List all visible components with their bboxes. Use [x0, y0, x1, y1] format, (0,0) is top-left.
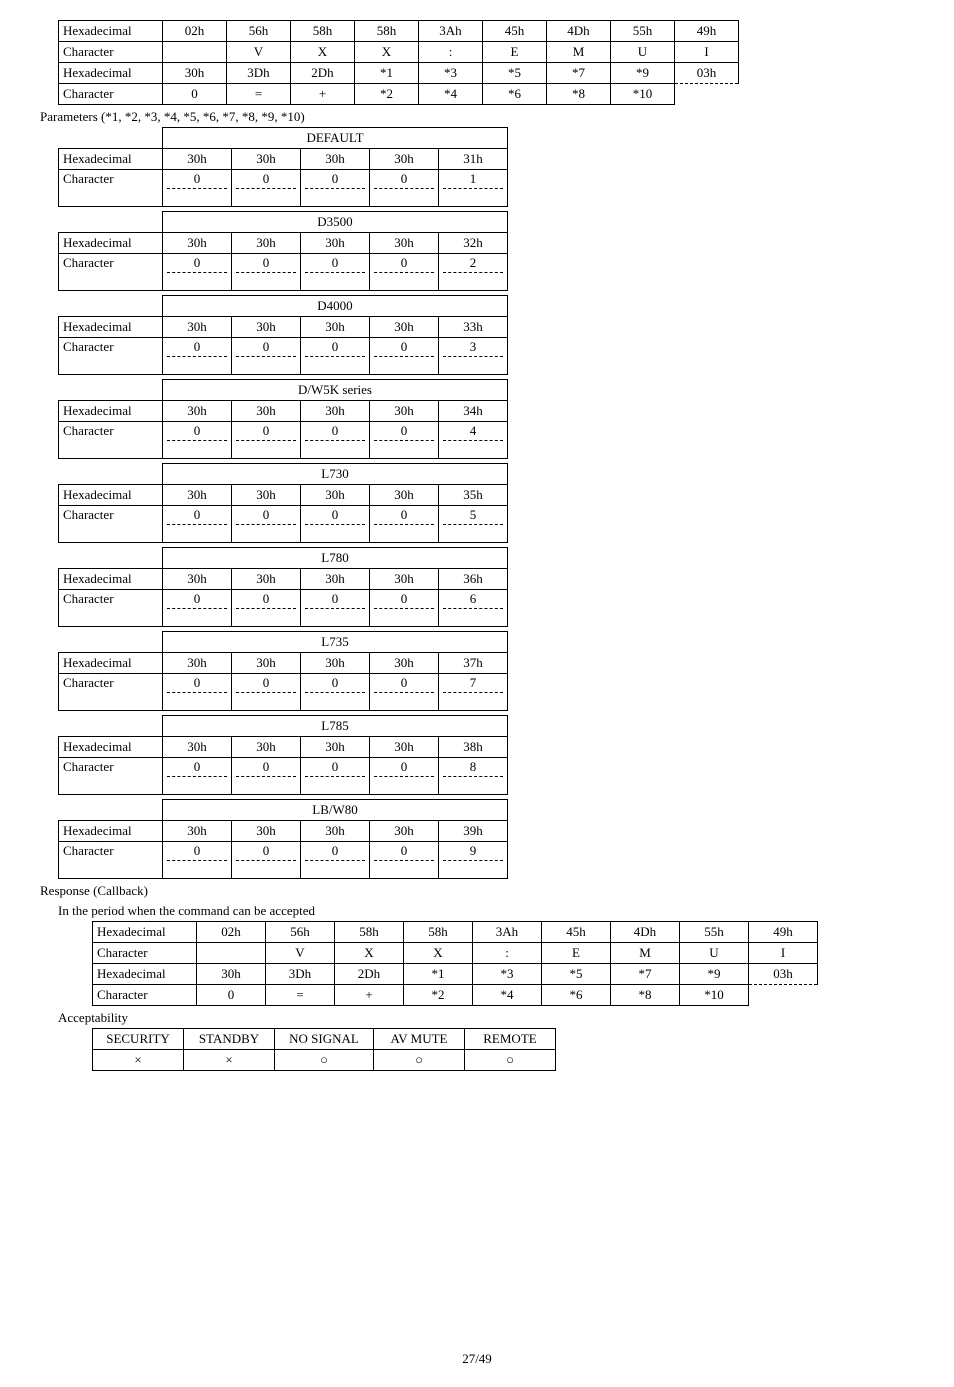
row-label: Hexadecimal — [59, 233, 163, 254]
row-label: Hexadecimal — [59, 149, 163, 170]
table-row: Hexadecimal30h30h30h30h37h — [59, 653, 508, 674]
row-label: Hexadecimal — [59, 569, 163, 590]
parameters-line: Parameters (*1, *2, *3, *4, *5, *6, *7, … — [40, 109, 914, 125]
response-heading: Response (Callback) — [40, 883, 914, 899]
row-label: Hexadecimal — [59, 821, 163, 842]
section-title: L730 — [163, 464, 508, 485]
row-label: Hexadecimal — [59, 21, 163, 42]
row-label: Hexadecimal — [59, 653, 163, 674]
acceptability-table: SECURITY STANDBY NO SIGNAL AV MUTE REMOT… — [92, 1028, 556, 1071]
table-row: Hexadecimal30h30h30h30h36h — [59, 569, 508, 590]
table-row: Character00007 — [59, 674, 508, 711]
table-row: SECURITY STANDBY NO SIGNAL AV MUTE REMOT… — [93, 1029, 556, 1050]
table-row: Character00009 — [59, 842, 508, 879]
page-number: 27/49 — [40, 1351, 914, 1367]
row-label: Character — [59, 758, 163, 795]
section-title: LB/W80 — [163, 800, 508, 821]
table-row: L730 — [59, 464, 508, 485]
table-row: Hexadecimal30h30h30h30h31h — [59, 149, 508, 170]
table-row: Hexadecimal 02h 56h 58h 58h 3Ah 45h 4Dh … — [59, 21, 739, 42]
row-label: Hexadecimal — [59, 401, 163, 422]
table-row: Hexadecimal30h30h30h30h32h — [59, 233, 508, 254]
section-table: L730Hexadecimal30h30h30h30h35hCharacter0… — [58, 463, 508, 543]
table-row: Hexadecimal 02h 56h 58h 58h 3Ah 45h 4Dh … — [93, 922, 818, 943]
table-row: D/W5K series — [59, 380, 508, 401]
table-row: Hexadecimal30h30h30h30h39h — [59, 821, 508, 842]
table-row: Character V X X : E M U I — [59, 42, 739, 63]
section-title: D4000 — [163, 296, 508, 317]
table-row: Character00006 — [59, 590, 508, 627]
row-label: Character — [59, 506, 163, 543]
section-title: DEFAULT — [163, 128, 508, 149]
row-label: Character — [59, 590, 163, 627]
row-label: Character — [59, 254, 163, 291]
table-row: Character 0 = + *2 *4 *6 *8 *10 — [59, 84, 739, 105]
section-table: DEFAULTHexadecimal30h30h30h30h31hCharact… — [58, 127, 508, 207]
row-label: Character — [59, 170, 163, 207]
table-row: Character00004 — [59, 422, 508, 459]
table-row: D4000 — [59, 296, 508, 317]
row-label: Hexadecimal — [59, 317, 163, 338]
table-row: L785 — [59, 716, 508, 737]
table-row: LB/W80 — [59, 800, 508, 821]
row-label: Character — [59, 674, 163, 711]
response-table: Hexadecimal 02h 56h 58h 58h 3Ah 45h 4Dh … — [92, 921, 818, 1006]
table-row: Character00001 — [59, 170, 508, 207]
section-title: L735 — [163, 632, 508, 653]
row-label: Character — [59, 842, 163, 879]
section-table: D/W5K seriesHexadecimal30h30h30h30h34hCh… — [58, 379, 508, 459]
table-row: L780 — [59, 548, 508, 569]
table-row: Hexadecimal 30h 3Dh 2Dh *1 *3 *5 *7 *9 0… — [93, 964, 818, 985]
row-label: Hexadecimal — [59, 737, 163, 758]
table-row: Character00003 — [59, 338, 508, 375]
table-row: Hexadecimal30h30h30h30h35h — [59, 485, 508, 506]
table-row: Hexadecimal30h30h30h30h34h — [59, 401, 508, 422]
table-row: Character00008 — [59, 758, 508, 795]
acceptability-title: Acceptability — [58, 1010, 914, 1026]
table-row: Character 0 = + *2 *4 *6 *8 *10 — [93, 985, 818, 1006]
section-table: LB/W80Hexadecimal30h30h30h30h39hCharacte… — [58, 799, 508, 879]
section-table: D4000Hexadecimal30h30h30h30h33hCharacter… — [58, 295, 508, 375]
table-row: Hexadecimal30h30h30h30h33h — [59, 317, 508, 338]
table-row: D3500 — [59, 212, 508, 233]
table-row: Hexadecimal30h30h30h30h38h — [59, 737, 508, 758]
sections-container: DEFAULTHexadecimal30h30h30h30h31hCharact… — [58, 127, 914, 879]
section-table: L780Hexadecimal30h30h30h30h36hCharacter0… — [58, 547, 508, 627]
table-row: Hexadecimal 30h 3Dh 2Dh *1 *3 *5 *7 *9 0… — [59, 63, 739, 84]
table-row: Character00005 — [59, 506, 508, 543]
row-label: Hexadecimal — [59, 485, 163, 506]
table-row: L735 — [59, 632, 508, 653]
section-title: L780 — [163, 548, 508, 569]
table-row: Character00002 — [59, 254, 508, 291]
section-title: L785 — [163, 716, 508, 737]
table-row: Character V X X : E M U I — [93, 943, 818, 964]
response-sub: In the period when the command can be ac… — [58, 903, 914, 919]
section-table: L735Hexadecimal30h30h30h30h37hCharacter0… — [58, 631, 508, 711]
section-table: D3500Hexadecimal30h30h30h30h32hCharacter… — [58, 211, 508, 291]
top-table: Hexadecimal 02h 56h 58h 58h 3Ah 45h 4Dh … — [58, 20, 739, 105]
section-title: D/W5K series — [163, 380, 508, 401]
row-label: Character — [59, 338, 163, 375]
table-row: DEFAULT — [59, 128, 508, 149]
table-row: × × ○ ○ ○ — [93, 1050, 556, 1071]
row-label: Character — [59, 422, 163, 459]
section-table: L785Hexadecimal30h30h30h30h38hCharacter0… — [58, 715, 508, 795]
section-title: D3500 — [163, 212, 508, 233]
